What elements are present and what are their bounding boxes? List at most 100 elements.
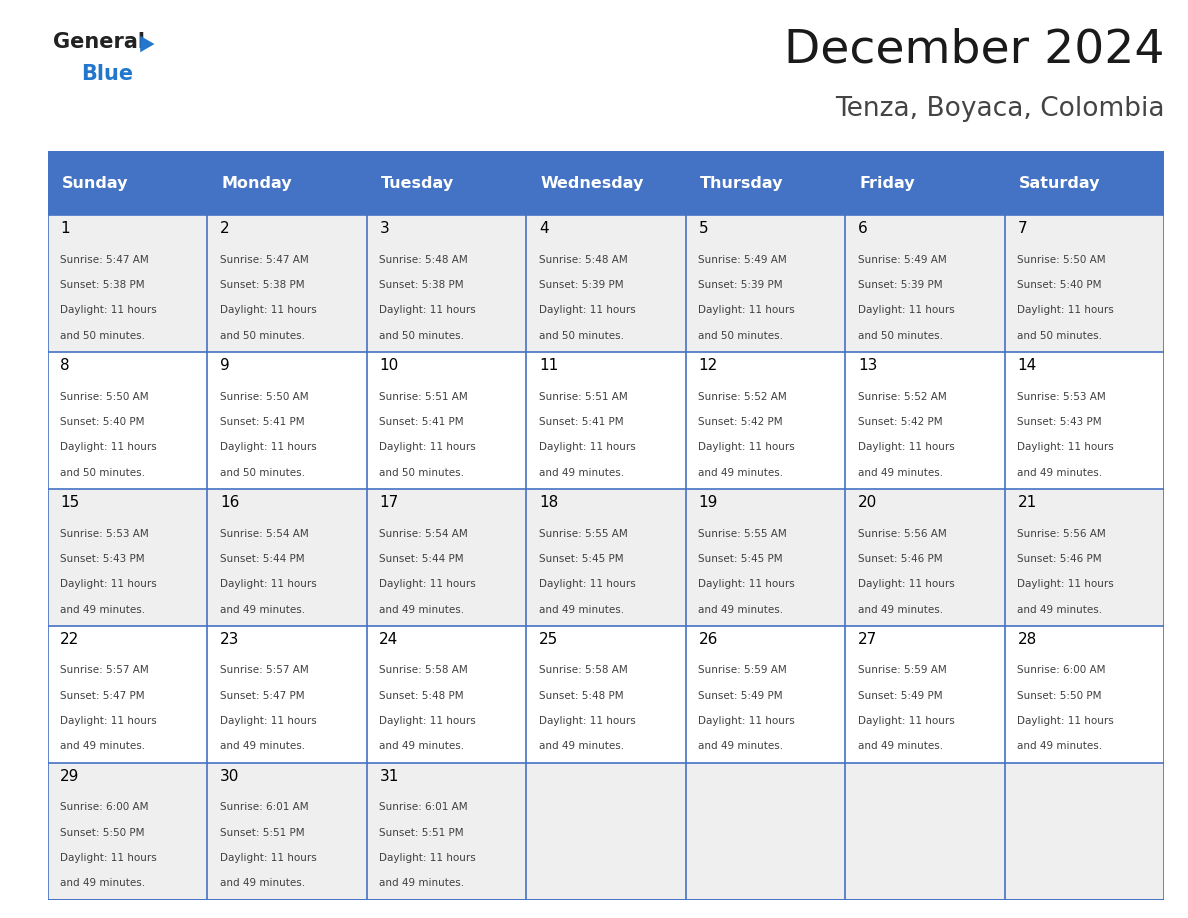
Bar xyxy=(685,763,845,900)
Text: 20: 20 xyxy=(858,495,877,509)
Text: Thursday: Thursday xyxy=(700,175,784,191)
Text: Daylight: 11 hours: Daylight: 11 hours xyxy=(1017,442,1114,453)
Text: Daylight: 11 hours: Daylight: 11 hours xyxy=(699,579,795,589)
Text: 10: 10 xyxy=(379,358,399,373)
Text: Daylight: 11 hours: Daylight: 11 hours xyxy=(858,579,955,589)
Bar xyxy=(367,352,526,489)
Text: and 50 minutes.: and 50 minutes. xyxy=(61,467,145,477)
Text: and 50 minutes.: and 50 minutes. xyxy=(220,330,305,341)
Text: Wednesday: Wednesday xyxy=(541,175,644,191)
Text: 19: 19 xyxy=(699,495,718,509)
Text: Sunrise: 6:00 AM: Sunrise: 6:00 AM xyxy=(61,802,148,812)
Text: Sunrise: 5:54 AM: Sunrise: 5:54 AM xyxy=(379,529,468,539)
Bar xyxy=(367,215,526,352)
Bar xyxy=(48,151,1164,215)
Text: Sunrise: 5:53 AM: Sunrise: 5:53 AM xyxy=(1017,392,1106,402)
Bar xyxy=(526,215,685,352)
Text: and 49 minutes.: and 49 minutes. xyxy=(1017,467,1102,477)
Text: and 49 minutes.: and 49 minutes. xyxy=(539,605,624,614)
Text: 22: 22 xyxy=(61,632,80,647)
Text: Sunrise: 5:52 AM: Sunrise: 5:52 AM xyxy=(699,392,788,402)
Text: 13: 13 xyxy=(858,358,877,373)
Bar xyxy=(48,352,207,489)
Text: and 49 minutes.: and 49 minutes. xyxy=(699,605,784,614)
Text: Sunrise: 5:49 AM: Sunrise: 5:49 AM xyxy=(858,254,947,264)
Text: Sunrise: 5:53 AM: Sunrise: 5:53 AM xyxy=(61,529,148,539)
Text: 5: 5 xyxy=(699,221,708,236)
Text: General: General xyxy=(53,32,145,52)
Bar xyxy=(845,626,1005,763)
Text: Daylight: 11 hours: Daylight: 11 hours xyxy=(61,716,157,726)
Text: Daylight: 11 hours: Daylight: 11 hours xyxy=(379,853,476,863)
Text: Daylight: 11 hours: Daylight: 11 hours xyxy=(539,442,636,453)
Text: Sunset: 5:45 PM: Sunset: 5:45 PM xyxy=(539,554,624,564)
Text: 27: 27 xyxy=(858,632,877,647)
Bar xyxy=(207,352,367,489)
Text: Daylight: 11 hours: Daylight: 11 hours xyxy=(858,442,955,453)
Text: Daylight: 11 hours: Daylight: 11 hours xyxy=(61,306,157,316)
Text: Sunrise: 5:47 AM: Sunrise: 5:47 AM xyxy=(61,254,148,264)
Text: Daylight: 11 hours: Daylight: 11 hours xyxy=(379,442,476,453)
Bar xyxy=(207,489,367,626)
Bar xyxy=(1005,763,1164,900)
Text: and 49 minutes.: and 49 minutes. xyxy=(699,742,784,752)
Bar xyxy=(1005,489,1164,626)
Bar xyxy=(207,763,367,900)
Text: Sunrise: 5:59 AM: Sunrise: 5:59 AM xyxy=(699,666,788,676)
Text: Friday: Friday xyxy=(860,175,915,191)
Text: and 49 minutes.: and 49 minutes. xyxy=(220,605,305,614)
Text: 31: 31 xyxy=(379,768,399,784)
Text: and 49 minutes.: and 49 minutes. xyxy=(220,879,305,889)
Text: 21: 21 xyxy=(1017,495,1037,509)
Text: Sunrise: 5:48 AM: Sunrise: 5:48 AM xyxy=(539,254,627,264)
Text: Sunset: 5:51 PM: Sunset: 5:51 PM xyxy=(379,828,465,838)
Text: Sunset: 5:38 PM: Sunset: 5:38 PM xyxy=(379,280,465,290)
Text: Sunset: 5:46 PM: Sunset: 5:46 PM xyxy=(1017,554,1102,564)
Text: Daylight: 11 hours: Daylight: 11 hours xyxy=(1017,306,1114,316)
Text: 7: 7 xyxy=(1017,221,1028,236)
Text: Daylight: 11 hours: Daylight: 11 hours xyxy=(1017,579,1114,589)
Text: Sunset: 5:43 PM: Sunset: 5:43 PM xyxy=(1017,417,1102,427)
Bar xyxy=(48,215,207,352)
Text: 29: 29 xyxy=(61,768,80,784)
Text: Sunrise: 5:58 AM: Sunrise: 5:58 AM xyxy=(379,666,468,676)
Text: 11: 11 xyxy=(539,358,558,373)
Text: Sunrise: 6:01 AM: Sunrise: 6:01 AM xyxy=(379,802,468,812)
Text: and 49 minutes.: and 49 minutes. xyxy=(61,879,145,889)
Text: Saturday: Saturday xyxy=(1019,175,1100,191)
Text: 30: 30 xyxy=(220,768,239,784)
Text: 25: 25 xyxy=(539,632,558,647)
Text: Sunrise: 6:01 AM: Sunrise: 6:01 AM xyxy=(220,802,309,812)
Text: Daylight: 11 hours: Daylight: 11 hours xyxy=(220,853,316,863)
Text: and 50 minutes.: and 50 minutes. xyxy=(1017,330,1102,341)
Bar xyxy=(48,763,207,900)
Text: 6: 6 xyxy=(858,221,867,236)
Text: and 50 minutes.: and 50 minutes. xyxy=(699,330,783,341)
Bar xyxy=(526,489,685,626)
Text: Sunset: 5:39 PM: Sunset: 5:39 PM xyxy=(858,280,942,290)
Text: 8: 8 xyxy=(61,358,70,373)
Text: and 49 minutes.: and 49 minutes. xyxy=(379,605,465,614)
Text: Sunrise: 5:50 AM: Sunrise: 5:50 AM xyxy=(61,392,148,402)
Text: Sunrise: 5:48 AM: Sunrise: 5:48 AM xyxy=(379,254,468,264)
Bar xyxy=(207,626,367,763)
Text: and 49 minutes.: and 49 minutes. xyxy=(1017,742,1102,752)
Text: Sunset: 5:47 PM: Sunset: 5:47 PM xyxy=(220,690,304,700)
Text: Daylight: 11 hours: Daylight: 11 hours xyxy=(220,579,316,589)
Text: 24: 24 xyxy=(379,632,399,647)
Text: and 50 minutes.: and 50 minutes. xyxy=(858,330,943,341)
Text: Sunset: 5:42 PM: Sunset: 5:42 PM xyxy=(699,417,783,427)
Text: Sunrise: 5:52 AM: Sunrise: 5:52 AM xyxy=(858,392,947,402)
Text: Sunrise: 5:49 AM: Sunrise: 5:49 AM xyxy=(699,254,788,264)
Text: and 49 minutes.: and 49 minutes. xyxy=(1017,605,1102,614)
Text: Sunset: 5:44 PM: Sunset: 5:44 PM xyxy=(220,554,304,564)
Text: Sunset: 5:49 PM: Sunset: 5:49 PM xyxy=(699,690,783,700)
Bar xyxy=(685,352,845,489)
Text: and 49 minutes.: and 49 minutes. xyxy=(379,742,465,752)
Text: Sunset: 5:49 PM: Sunset: 5:49 PM xyxy=(858,690,942,700)
Text: Sunrise: 5:56 AM: Sunrise: 5:56 AM xyxy=(1017,529,1106,539)
Text: Sunset: 5:41 PM: Sunset: 5:41 PM xyxy=(539,417,624,427)
Text: 18: 18 xyxy=(539,495,558,509)
Text: Sunrise: 5:56 AM: Sunrise: 5:56 AM xyxy=(858,529,947,539)
Bar xyxy=(1005,352,1164,489)
